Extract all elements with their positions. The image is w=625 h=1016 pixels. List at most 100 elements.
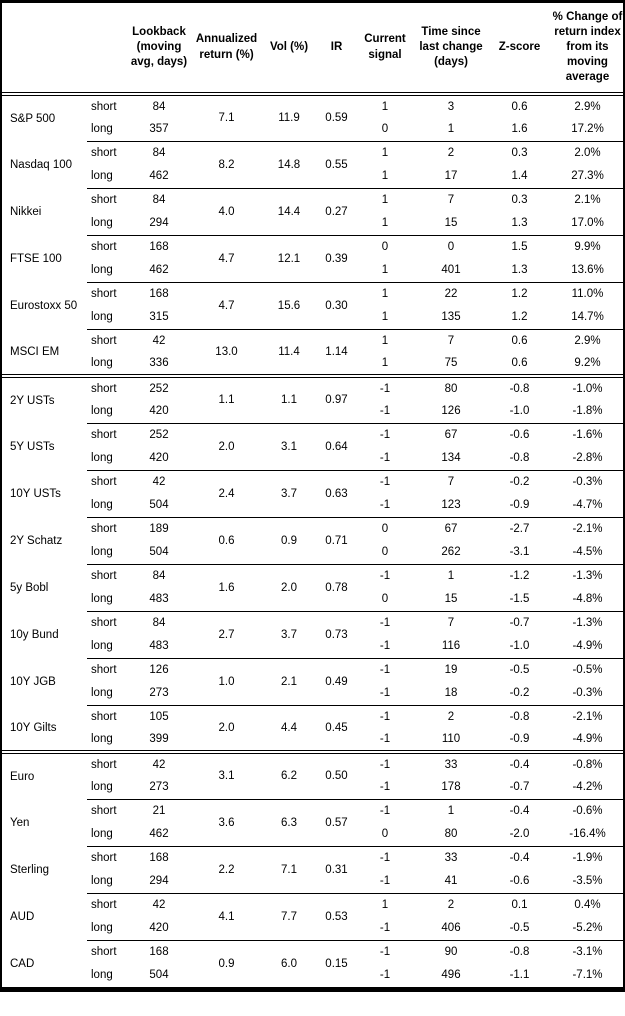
vol-cell: 3.7 [264,469,314,517]
annualized-return-cell: 3.1 [189,750,264,799]
instrument-name-cell: 10Y JGB [10,675,56,688]
table-row-short: 10Y USTs short 42 2.4 3.7 0.63 -1 7 -0.2… [2,469,625,517]
current-signal-cell: -1 [379,922,391,934]
z-score-cell: 0.6 [491,328,548,353]
ir-cell: 0.15 [314,939,359,987]
instrument-name-cell: 10Y Gilts [10,721,57,734]
table-row-short: Nikkei short 84 4.0 14.4 0.27 1 7 0.3 2.… [2,187,625,235]
instrument-name-cell: AUD [10,910,35,923]
col-header-instrument [2,3,87,96]
current-signal-cell: 1 [381,170,389,182]
annualized-return-cell: 0.9 [189,939,264,987]
z-score-cell: -0.2 [509,687,530,699]
current-signal-cell: -1 [379,969,391,982]
table-row-long: long 462 1 401 1.3 13.6% [2,259,625,283]
leg-cell: short [87,563,129,588]
lookback-cell: 168 [129,234,189,259]
annualized-return-cell: 7.1 [218,112,235,125]
time-since-cell: 41 [444,875,458,887]
current-signal-cell: 1 [381,100,389,113]
momentum-signals-table: Lookback (moving avg, days) Annualized r… [2,3,625,987]
pct-change-cell: 2.1% [548,187,625,212]
table-row-short: Sterling short 168 2.2 7.1 0.31 -1 33 -0… [2,845,625,893]
table-row-short: 10Y Gilts short 105 2.0 4.4 0.45 -1 2 -0… [2,704,625,752]
table-row-long: long 273 -1 178 -0.7 -4.2% [2,776,625,800]
pct-change-cell: -2.8% [572,452,603,464]
lookback-cell: 42 [129,469,189,494]
current-signal-cell: -1 [379,733,391,746]
vol-cell: 7.1 [264,845,314,893]
annualized-return-cell: 3.6 [189,798,264,846]
lookback-cell: 462 [149,828,169,840]
col-header-leg [87,3,129,96]
pct-change-cell: 14.7% [571,311,604,323]
instrument-name-cell: 10y Bund [10,628,59,641]
z-score-cell: -2.0 [509,828,530,840]
vol-cell: 0.9 [264,516,314,564]
time-since-cell: 7 [411,328,491,353]
ir-cell: 1.14 [314,328,359,376]
current-signal-cell: -1 [379,875,391,887]
table-row-long: long 504 -1 123 -0.9 -4.7% [2,494,625,518]
vol-cell: 6.0 [264,939,314,987]
annualized-return-cell: 2.0 [189,422,264,470]
current-signal-cell: -1 [379,687,391,699]
z-score-cell: 1.3 [511,217,528,229]
lookback-cell: 105 [129,704,189,729]
current-signal-cell: -1 [379,640,391,652]
instrument-name-cell: S&P 500 [10,112,56,125]
leg-cell: short [87,939,129,964]
pct-change-cell: 2.9% [574,100,601,113]
vol-cell: 2.0 [264,563,314,611]
time-since-cell: 1 [411,798,491,823]
table-row-short: 2Y Schatz short 189 0.6 0.9 0.71 0 67 -2… [2,516,625,564]
vol-cell: 12.1 [264,234,314,282]
current-signal-cell: 0 [381,546,389,558]
table-row-long: long 357 0 1 1.6 17.2% [2,118,625,142]
leg-cell: long [91,969,113,982]
time-since-cell: 116 [441,640,461,652]
pct-change-cell: -4.7% [572,499,603,511]
leg-cell: short [87,281,129,306]
pct-change-cell: 2.0% [548,140,625,165]
pct-change-cell: -0.8% [548,750,625,776]
time-since-cell: 3 [447,100,455,113]
table-row-short: CAD short 168 0.9 6.0 0.15 -1 90 -0.8 -3… [2,939,625,987]
ir-cell: 0.49 [314,657,359,705]
time-since-cell: 33 [411,845,491,870]
z-score-cell: -0.4 [491,798,548,823]
pct-change-cell: -4.5% [572,546,603,558]
leg-cell: short [87,328,129,353]
pct-change-cell: -0.6% [548,798,625,823]
z-score-cell: 1.2 [511,311,528,323]
time-since-cell: 2 [411,704,491,729]
lookback-cell: 168 [129,281,189,306]
z-score-cell: -0.2 [491,469,548,494]
lookback-cell: 504 [149,546,169,558]
vol-cell: 11.9 [278,112,300,125]
lookback-cell: 336 [149,357,169,370]
pct-change-cell: -4.2% [572,781,603,793]
z-score-cell: -0.7 [509,781,530,793]
z-score-cell: -1.0 [509,405,530,417]
pct-change-cell: -2.1% [548,704,625,729]
leg-cell: short [87,798,129,823]
table-row-short: 10y Bund short 84 2.7 3.7 0.73 -1 7 -0.7… [2,610,625,658]
time-since-cell: 15 [444,593,458,605]
table-row-short: Yen short 21 3.6 6.3 0.57 -1 1 -0.4 -0.6… [2,798,625,846]
col-header-z-score: Z-score [491,3,548,96]
z-score-cell: 0.6 [511,357,528,370]
table-row-long: long 420 -1 134 -0.8 -2.8% [2,447,625,471]
pct-change-cell: -7.1% [572,969,603,982]
pct-change-cell: -1.3% [548,563,625,588]
instrument-name-cell: Euro [2,750,87,799]
instrument-name-cell: Sterling [10,863,49,876]
lookback-cell: 504 [149,969,169,982]
current-signal-cell: -1 [359,374,411,400]
ir-cell: 0.30 [314,281,359,329]
time-since-cell: 7 [411,187,491,212]
ir-cell: 0.53 [314,892,359,940]
lookback-cell: 315 [149,311,169,323]
z-score-cell: -0.9 [509,733,530,746]
z-score-cell: 1.5 [491,234,548,259]
